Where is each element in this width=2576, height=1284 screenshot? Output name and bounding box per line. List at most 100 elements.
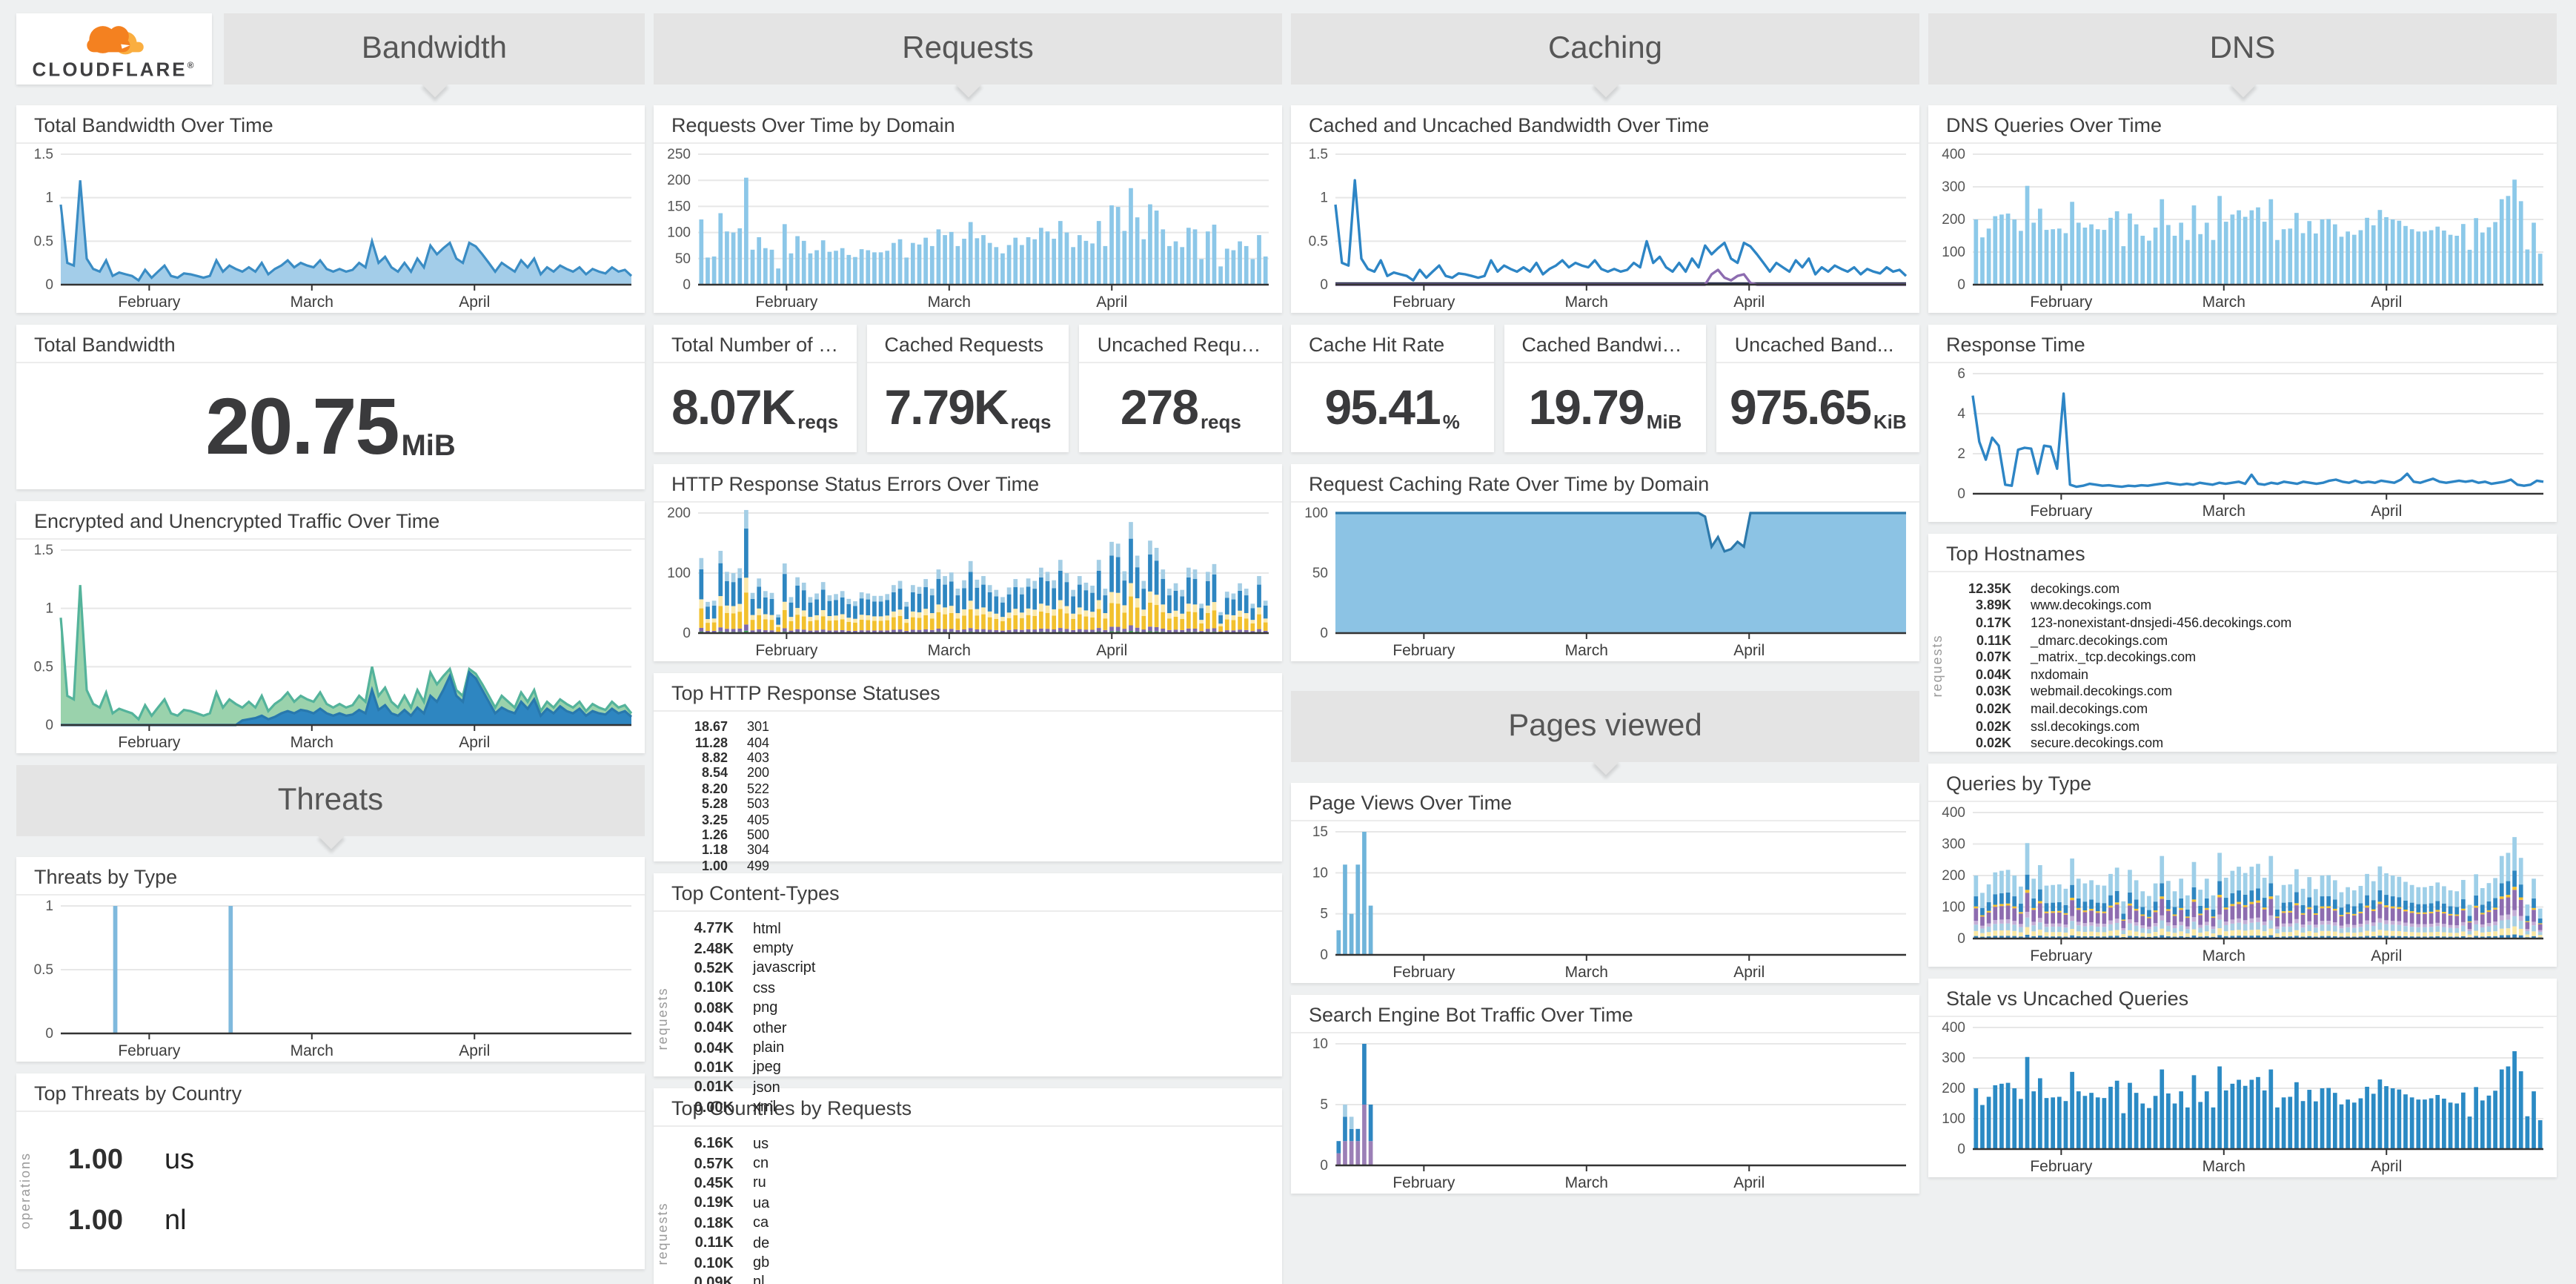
list-row-label: 123-nonexistant-dnsjedi-456.decokings.co… (2031, 615, 2292, 630)
list-row[interactable]: 0.52K javascript (674, 959, 1267, 979)
svg-text:15: 15 (1312, 824, 1328, 840)
svg-text:0: 0 (1957, 1142, 1965, 1157)
queries-by-type-chart[interactable]: 0 100 200 300 400 February March April (1928, 802, 2557, 967)
list-row[interactable]: 1.00 499 (674, 858, 1267, 873)
http-errors-chart[interactable]: 0 100 200 February March April (654, 503, 1282, 661)
list-row[interactable]: 0.45K ru (674, 1174, 1267, 1194)
list-row[interactable]: 5.28 503 (674, 796, 1267, 812)
list-row[interactable]: 6.16K us (674, 1134, 1267, 1154)
list-row[interactable]: 0.04K other (674, 1019, 1267, 1039)
list-row[interactable]: 0.11K _dmarc.decokings.com (1949, 632, 2542, 649)
list-row-label: cn (753, 1156, 769, 1173)
svg-text:February: February (118, 294, 181, 311)
svg-text:February: February (2030, 1158, 2093, 1175)
list-row-label: other (753, 1020, 787, 1037)
panel-encrypted-traffic: Encrypted and Unencrypted Traffic Over T… (16, 501, 645, 753)
list-row[interactable]: 0.17K 123-nonexistant-dnsjedi-456.decokin… (1949, 614, 2542, 631)
list-row[interactable]: 1.26 500 (674, 827, 1267, 842)
list-row[interactable]: 11.28 404 (674, 735, 1267, 750)
stat-card-total-requests: Total Number of Re... 8.07K reqs (654, 325, 857, 452)
top-hostnames-list: requests 12.35K decokings.com 3.89K www.deco… (1928, 572, 2557, 759)
svg-text:200: 200 (1942, 212, 1965, 228)
list-row[interactable]: 0.02K secure.decokings.com (1949, 735, 2542, 752)
panel-title: Total Bandwidth (16, 325, 645, 363)
stale-uncached-chart[interactable]: 0 100 200 300 400 February March April (1928, 1017, 2557, 1177)
svg-text:February: February (2030, 947, 2093, 964)
list-row[interactable]: 3.25 405 (674, 812, 1267, 827)
requests-over-time-chart[interactable]: 0 50 100 150 200 250 February March April (654, 144, 1282, 313)
svg-text:400: 400 (1942, 1020, 1965, 1036)
search-bot-traffic-chart[interactable]: 0 5 10 February March April (1291, 1033, 1919, 1194)
svg-text:March: March (1565, 642, 1608, 659)
request-caching-rate-chart[interactable]: 0 50 100 February March April (1291, 503, 1919, 661)
cached-uncached-bandwidth-chart[interactable]: 0 0.5 1 1.5 February March April (1291, 144, 1919, 313)
list-row[interactable]: 0.19K ua (674, 1194, 1267, 1214)
threats-by-type-chart[interactable]: 0 0.5 1 February March April (16, 896, 645, 1062)
list-row-label: _dmarc.decokings.com (2031, 632, 2168, 648)
list-row[interactable]: 18.67 301 (674, 719, 1267, 735)
response-time-chart[interactable]: 0 2 4 6 February March April (1928, 363, 2557, 522)
panel-title: Top Content-Types (654, 873, 1282, 912)
list-row-value: 18.67 (694, 719, 728, 735)
list-row[interactable]: 0.57K cn (674, 1154, 1267, 1174)
svg-text:1: 1 (45, 601, 53, 617)
list-row-label: plain (753, 1040, 785, 1057)
list-row[interactable]: 0.02K ssl.decokings.com (1949, 718, 2542, 735)
panel-response-time: Response Time 0 2 4 6 February March April (1928, 325, 2557, 522)
list-row[interactable]: 0.08K png (674, 999, 1267, 1019)
stat-unit: MiB (1646, 410, 1682, 432)
list-row-label: de (753, 1235, 770, 1252)
list-row[interactable]: 1.00 us (37, 1130, 630, 1191)
panel-title: Response Time (1928, 325, 2557, 363)
list-row-label: 522 (747, 781, 770, 796)
page-views-chart[interactable]: 0 5 10 15 February March April (1291, 821, 1919, 983)
list-row[interactable]: 1.18 304 (674, 842, 1267, 858)
list-row-label: secure.decokings.com (2031, 735, 2164, 751)
list-row[interactable]: 0.11K de (674, 1234, 1267, 1254)
list-row[interactable]: 0.07K _matrix._tcp.decokings.com (1949, 649, 2542, 666)
stat-title: Uncached Band... (1716, 325, 1920, 363)
list-row-label: nxdomain (2031, 666, 2089, 682)
encrypted-traffic-chart[interactable]: 0 0.5 1 1.5 February March April (16, 540, 645, 753)
list-row[interactable]: 0.04K nxdomain (1949, 666, 2542, 683)
list-row[interactable]: 0.01K json (674, 1078, 1267, 1098)
list-row[interactable]: 8.54 200 (674, 765, 1267, 781)
top-countries-list: requests 6.16K us 0.57K cn 0.45K ru 0.19K ua 0.18… (654, 1127, 1282, 1284)
svg-text:100: 100 (1942, 245, 1965, 260)
list-row-label: empty (753, 941, 794, 958)
svg-text:1: 1 (1320, 191, 1328, 206)
list-row[interactable]: 3.89K www.decokings.com (1949, 597, 2542, 614)
list-row[interactable]: 12.35K decokings.com (1949, 580, 2542, 597)
list-row[interactable]: 0.03K webmail.decokings.com (1949, 683, 2542, 700)
list-row[interactable]: 1.00 nl (37, 1191, 630, 1251)
list-row-label: webmail.decokings.com (2031, 684, 2173, 699)
list-row[interactable]: 0.09K nl (674, 1273, 1267, 1284)
svg-text:300: 300 (1942, 1050, 1965, 1066)
list-row[interactable]: 8.82 403 (674, 750, 1267, 766)
list-row[interactable]: 0.00K xml (674, 1098, 1267, 1118)
bandwidth-over-time-chart[interactable]: 0 0.5 1 1.5 February March April (16, 144, 645, 313)
svg-text:April: April (1096, 294, 1127, 311)
list-row[interactable]: 8.20 522 (674, 781, 1267, 796)
list-row[interactable]: 0.01K jpeg (674, 1058, 1267, 1078)
list-row[interactable]: 0.02K mail.decokings.com (1949, 700, 2542, 717)
list-row[interactable]: 2.48K empty (674, 939, 1267, 959)
list-row-label: 304 (747, 842, 770, 858)
svg-text:April: April (2371, 503, 2402, 520)
list-row[interactable]: 0.10K css (674, 979, 1267, 999)
list-row-value: 3.25 (701, 812, 728, 827)
stat-title: Cached Requests (866, 325, 1069, 363)
list-row-label: html (753, 921, 781, 938)
list-row-label: mail.decokings.com (2031, 701, 2148, 716)
list-row-value: 0.02K (1975, 718, 2011, 734)
list-row[interactable]: 0.10K gb (674, 1254, 1267, 1274)
list-row-value: 0.04K (694, 1040, 734, 1057)
list-row[interactable]: 0.04K plain (674, 1039, 1267, 1059)
svg-text:February: February (118, 1042, 181, 1059)
stat-title: Uncached Requests (1079, 325, 1283, 363)
dns-queries-chart[interactable]: 0 100 200 300 400 February March April (1928, 144, 2557, 313)
list-row[interactable]: 0.18K ca (674, 1214, 1267, 1234)
svg-text:1.5: 1.5 (34, 543, 53, 558)
list-row[interactable]: 4.77K html (674, 919, 1267, 939)
